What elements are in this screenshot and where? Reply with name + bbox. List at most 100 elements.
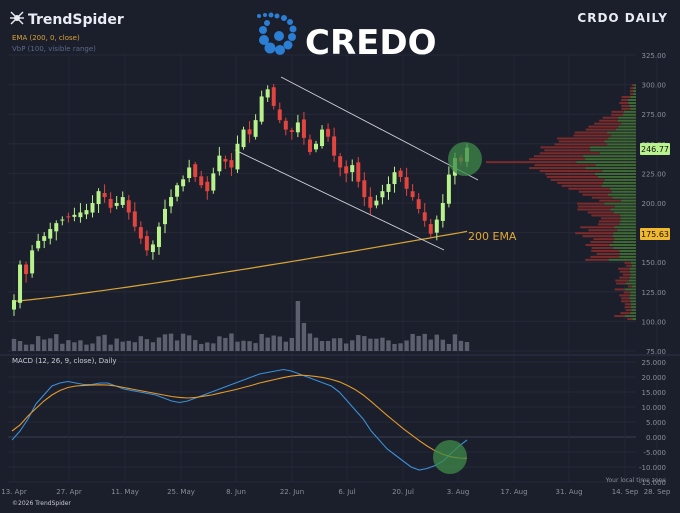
vp-bar-up: [630, 291, 636, 294]
vp-bar-up: [633, 93, 636, 96]
vp-bar-down: [622, 273, 631, 276]
vp-bar-down: [529, 167, 586, 170]
candle-body: [24, 264, 29, 275]
vp-bar-up: [599, 152, 636, 155]
last-price-badge-text: 246.77: [641, 145, 669, 154]
volume-bar: [289, 337, 295, 351]
vp-bar-down: [557, 181, 603, 184]
volume-bar: [168, 333, 174, 351]
brand-name: TrendSpider: [28, 12, 124, 28]
volume-bar: [193, 340, 198, 351]
vp-bar-down: [591, 196, 613, 199]
vp-bar-up: [631, 285, 636, 288]
vp-bar-down: [626, 264, 632, 267]
vp-bar-up: [612, 196, 636, 199]
candle-body: [54, 223, 59, 232]
vp-bar-up: [621, 122, 636, 125]
candle-body: [187, 167, 192, 178]
vp-bar-down: [620, 312, 631, 315]
macd-indicator-label: MACD (12, 26, 9, close), Daily: [12, 357, 116, 365]
vp-bar-up: [631, 264, 636, 267]
copyright: ©2026 TrendSpider: [12, 500, 71, 507]
candle-body: [48, 229, 53, 239]
volume-bar: [144, 339, 150, 351]
candle-body: [217, 155, 222, 172]
vp-bar-up: [613, 232, 636, 235]
vp-bar-up: [613, 241, 636, 244]
candle-body: [156, 226, 161, 248]
candle-body: [18, 264, 23, 303]
vp-bar-up: [620, 214, 636, 217]
vp-bar-up: [628, 101, 636, 104]
macd-tick-label: 0.000: [646, 434, 666, 442]
vp-bar-down: [593, 238, 615, 241]
vp-bar-up: [629, 297, 636, 300]
volume-bar: [380, 337, 385, 351]
macd-tick-label: -10.000: [639, 464, 666, 472]
price-tick-label: 200.00: [642, 200, 667, 208]
candle-body: [301, 119, 306, 138]
vp-bar-up: [614, 205, 636, 208]
vp-bar-up: [619, 252, 636, 255]
candle-body: [211, 173, 216, 191]
vp-bar-down: [533, 155, 584, 158]
volume-bar: [271, 335, 276, 351]
vp-bar-up: [607, 131, 636, 134]
volume-bar: [295, 301, 301, 351]
candle-body: [120, 197, 125, 205]
vp-bar-down: [534, 164, 596, 167]
vp-bar-down: [597, 223, 620, 226]
vp-bar-up: [624, 288, 636, 291]
vp-bar-up: [629, 270, 636, 273]
vp-bar-up: [594, 172, 636, 175]
vp-bar-down: [529, 158, 586, 161]
candle-body: [12, 300, 16, 310]
price-tick-label: 75.00: [646, 348, 666, 356]
candle-body: [169, 197, 174, 207]
volume-bar: [48, 338, 53, 351]
vp-bar-up: [630, 107, 636, 110]
vp-bar-up: [604, 202, 636, 205]
vp-bar-down: [591, 214, 621, 217]
candle-body: [374, 200, 379, 206]
volume-bar: [90, 343, 95, 351]
volume-bar: [374, 338, 379, 351]
channel-upper-line: [280, 76, 479, 181]
vp-bar-up: [604, 140, 636, 143]
vp-bar-up: [617, 229, 636, 232]
vp-bar-up: [612, 235, 636, 238]
candle-body: [344, 166, 349, 174]
price-tick-label: 225.00: [642, 170, 667, 178]
candle-body: [428, 224, 433, 234]
vp-bar-down: [621, 297, 630, 300]
volume-bar: [458, 340, 464, 351]
volume-bar: [325, 340, 331, 351]
vp-bar-down: [599, 199, 621, 202]
volume-bar: [162, 334, 168, 351]
candle-body: [36, 240, 41, 249]
vp-bar-down: [590, 255, 620, 258]
vp-bar-down: [591, 249, 620, 252]
vp-bar-up: [615, 128, 636, 131]
price-tick-label: 150.00: [642, 259, 667, 267]
volume-bar: [392, 343, 397, 351]
vp-bar-down: [539, 152, 600, 155]
vp-bar-down: [588, 125, 619, 128]
macd-line: [11, 368, 468, 471]
vp-bar-down: [619, 294, 630, 297]
date-tick-label: 31. Aug: [555, 488, 582, 496]
volume-bar: [368, 338, 373, 351]
price-tick-label: 125.00: [642, 289, 667, 297]
vp-bar-down: [568, 187, 611, 190]
candle-body: [193, 164, 198, 177]
vp-bar-down: [624, 261, 631, 264]
vp-bar-down: [618, 267, 630, 270]
macd-panel: [11, 368, 468, 471]
vp-bar-down: [619, 276, 630, 279]
vp-bar-up: [614, 238, 636, 241]
candle-body: [422, 212, 427, 221]
candle-body: [163, 208, 167, 225]
vp-bar-up: [629, 267, 636, 270]
volume-bar: [17, 341, 23, 351]
